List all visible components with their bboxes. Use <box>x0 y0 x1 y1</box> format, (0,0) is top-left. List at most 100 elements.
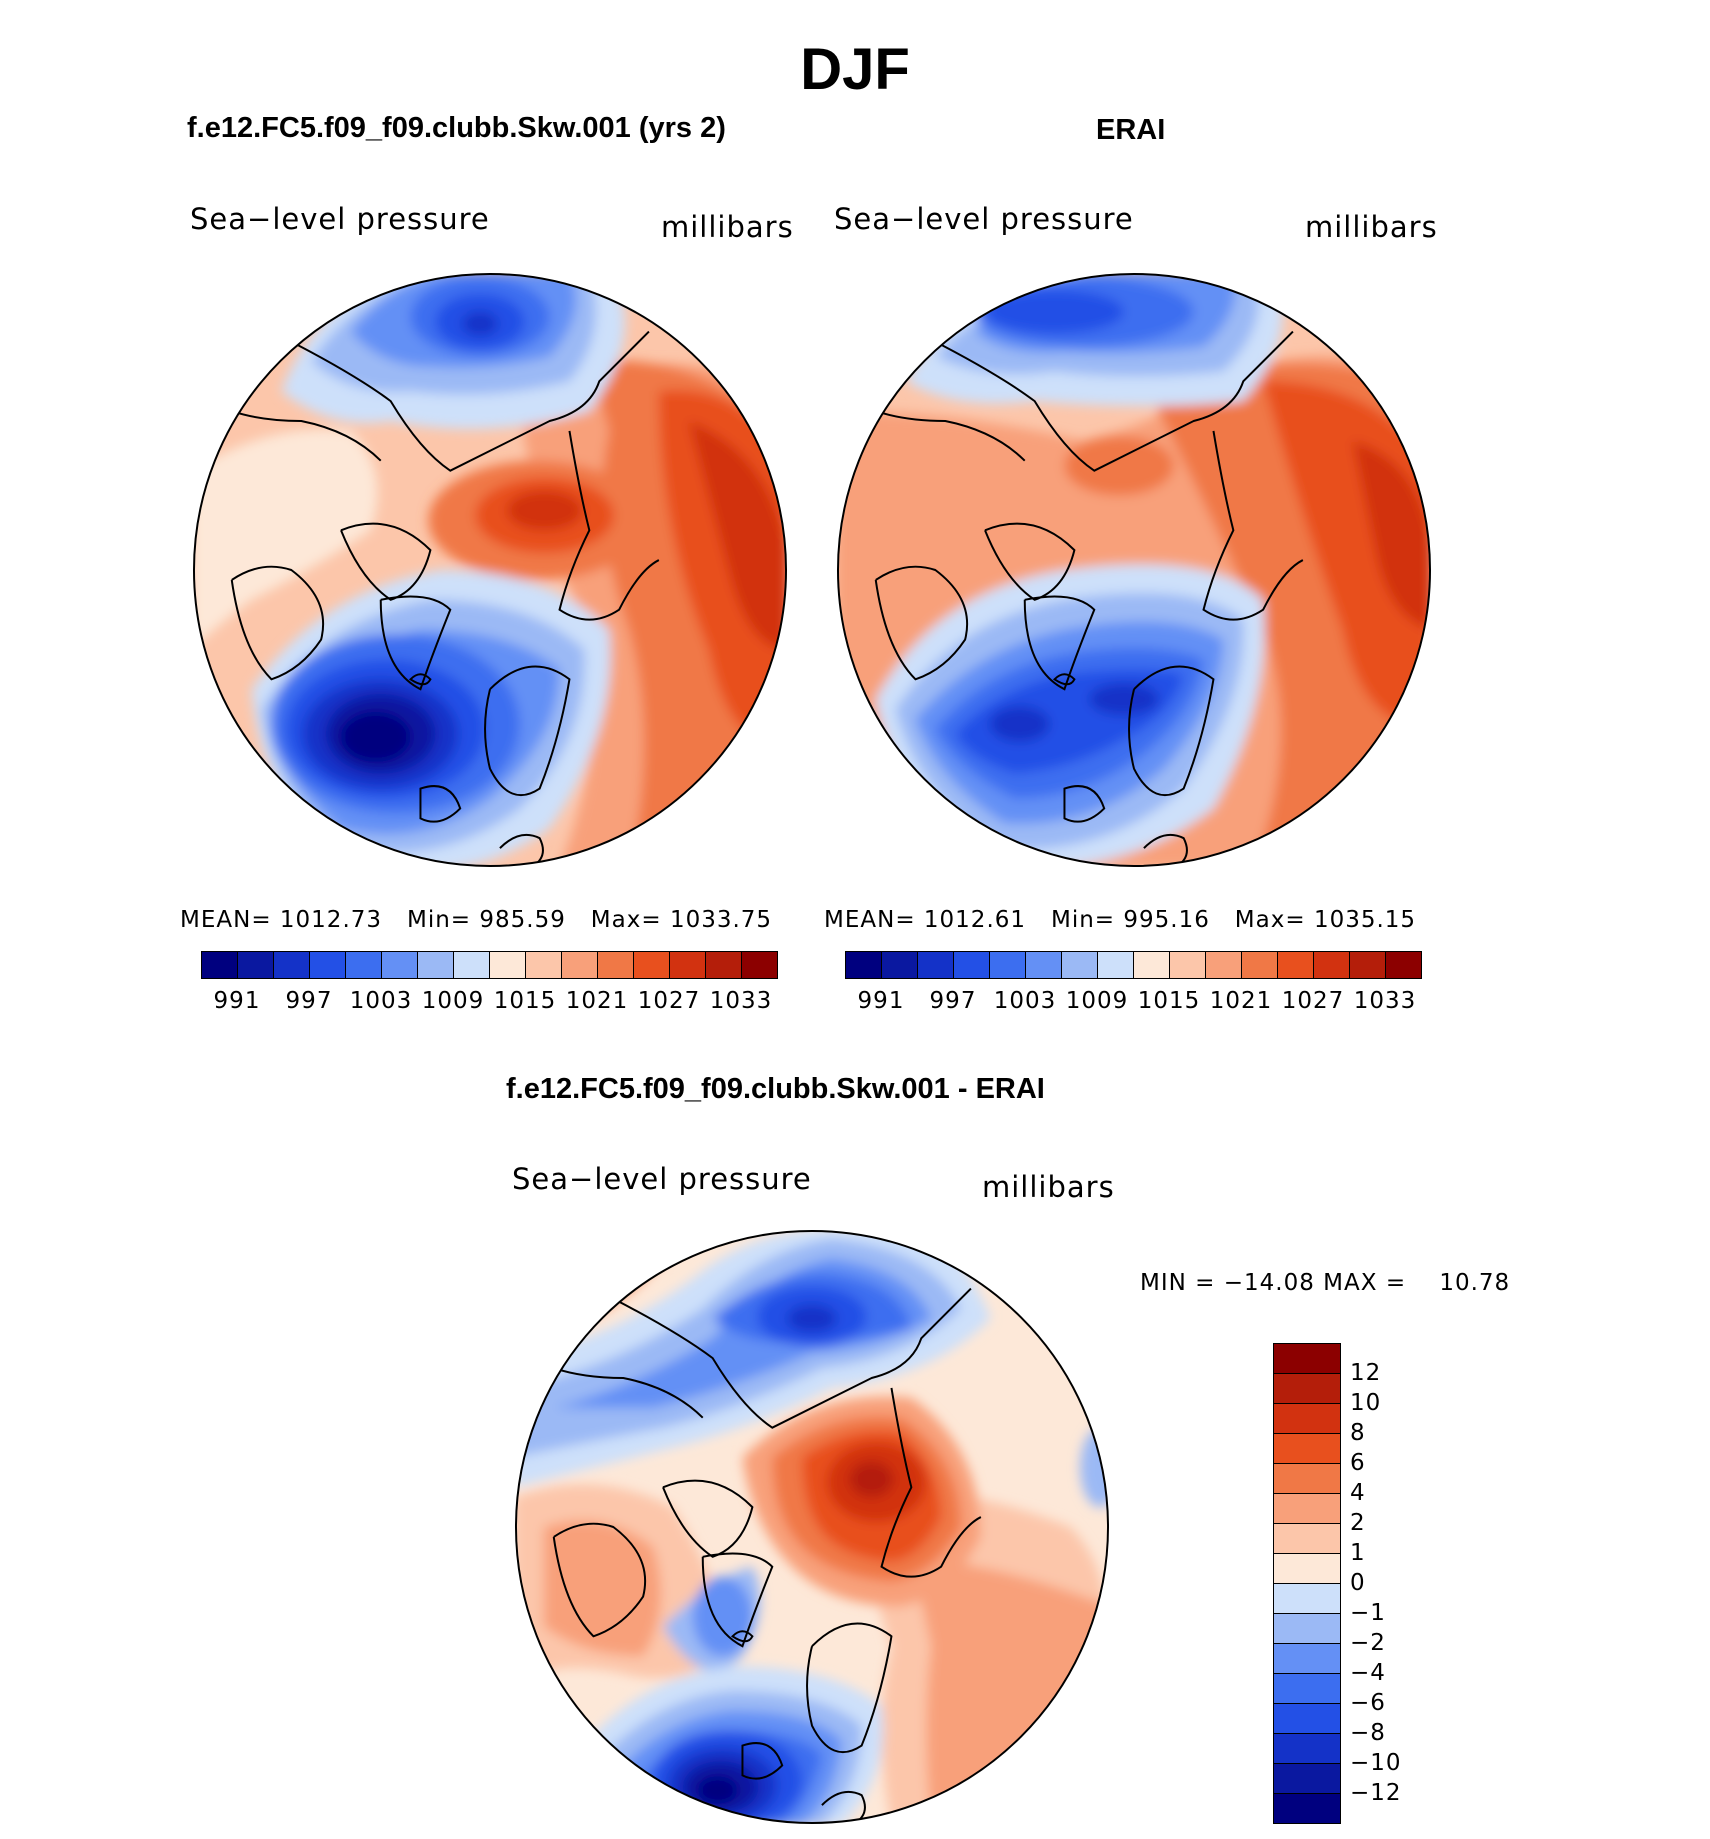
colorbar-tick-label: 997 <box>929 988 977 1014</box>
colorbar-tick-label: −6 <box>1350 1690 1386 1716</box>
colorbar-swatch <box>1273 1403 1341 1434</box>
panel-2-mean: 1012.61 <box>923 907 1027 933</box>
colorbar-swatch <box>669 951 706 979</box>
colorbar-swatch <box>597 951 634 979</box>
colorbar-tick-label: 4 <box>1350 1480 1366 1506</box>
colorbar-tick-label: −12 <box>1350 1780 1402 1806</box>
colorbar-tick-label: −8 <box>1350 1720 1386 1746</box>
colorbar-swatch <box>1205 951 1242 979</box>
colorbar-swatch <box>1273 1643 1341 1674</box>
colorbar-tick-label: 1009 <box>1065 988 1129 1014</box>
panel-3-units: millibars <box>982 1170 1115 1204</box>
colorbar-swatch <box>489 951 526 979</box>
panel-2-mean-label: MEAN= <box>824 907 916 933</box>
panel-1-stats: MEAN= 1012.73 Min= 985.59 Max= 1033.75 <box>180 907 772 933</box>
colorbar-swatch <box>1273 1343 1341 1374</box>
panel-1-min: 985.59 <box>479 907 566 933</box>
colorbar-swatch <box>561 951 598 979</box>
panel-1-colorbar <box>201 951 778 979</box>
colorbar-swatch <box>1273 1793 1341 1824</box>
colorbar-swatch <box>1273 1493 1341 1524</box>
colorbar-tick-label: 1027 <box>1281 988 1345 1014</box>
colorbar-swatch <box>1025 951 1062 979</box>
panel-3-title: f.e12.FC5.f09_f09.clubb.Skw.001 - ERAI <box>506 1073 1045 1105</box>
colorbar-swatch <box>1097 951 1134 979</box>
colorbar-tick-label: 1003 <box>993 988 1057 1014</box>
panel-3-map <box>514 1229 1110 1825</box>
colorbar-tick-label: 1 <box>1350 1540 1366 1566</box>
colorbar-tick-label: 991 <box>213 988 261 1014</box>
colorbar-swatch <box>201 951 238 979</box>
colorbar-swatch <box>1273 1373 1341 1404</box>
panel-1-units: millibars <box>661 210 794 244</box>
colorbar-swatch <box>1273 1463 1341 1494</box>
colorbar-swatch <box>1385 951 1422 979</box>
panel-1-max-label: Max= <box>590 907 662 933</box>
panel-2-stats: MEAN= 1012.61 Min= 995.16 Max= 1035.15 <box>824 907 1416 933</box>
panel-2-max: 1035.15 <box>1313 907 1417 933</box>
colorbar-swatch <box>845 951 882 979</box>
colorbar-swatch <box>633 951 670 979</box>
colorbar-tick-label: 991 <box>857 988 905 1014</box>
panel-1-colorbar-ticks: 991 997 1003 1009 1015 1021 1027 1033 <box>201 988 777 1018</box>
panel-2-variable: Sea−level pressure <box>834 202 1134 236</box>
colorbar-swatch <box>917 951 954 979</box>
panel-2-units: millibars <box>1305 210 1438 244</box>
colorbar-swatch <box>1273 1673 1341 1704</box>
colorbar-tick-label: 10 <box>1350 1390 1382 1416</box>
colorbar-swatch <box>273 951 310 979</box>
colorbar-tick-label: 0 <box>1350 1570 1366 1596</box>
panel-3-colorbar-ticks: 12 10 8 6 4 2 1 0 −1 −2 −4 −6 −8 −10 −12 <box>1350 1343 1430 1823</box>
colorbar-swatch <box>1273 1613 1341 1644</box>
colorbar-tick-label: 1033 <box>1353 988 1417 1014</box>
colorbar-swatch <box>1061 951 1098 979</box>
panel-2-max-label: Max= <box>1234 907 1306 933</box>
panel-1-title: f.e12.FC5.f09_f09.clubb.Skw.001 (yrs 2) <box>187 112 726 144</box>
panel-3-colorbar <box>1273 1343 1341 1824</box>
colorbar-swatch <box>1273 1763 1341 1794</box>
colorbar-tick-label: −4 <box>1350 1660 1386 1686</box>
colorbar-swatch <box>705 951 742 979</box>
colorbar-swatch <box>881 951 918 979</box>
panel-2-colorbar <box>845 951 1422 979</box>
colorbar-tick-label: 997 <box>285 988 333 1014</box>
panel-1-mean: 1012.73 <box>279 907 383 933</box>
figure-title: DJF <box>800 37 910 102</box>
colorbar-swatch <box>1133 951 1170 979</box>
colorbar-tick-label: 1009 <box>421 988 485 1014</box>
colorbar-swatch <box>417 951 454 979</box>
colorbar-swatch <box>525 951 562 979</box>
colorbar-swatch <box>1313 951 1350 979</box>
colorbar-swatch <box>1273 1433 1341 1464</box>
colorbar-swatch <box>1273 1733 1341 1764</box>
colorbar-tick-label: 1003 <box>349 988 413 1014</box>
panel-1-mean-label: MEAN= <box>180 907 272 933</box>
panel-1-max: 1033.75 <box>669 907 773 933</box>
panel-2-map <box>836 272 1432 868</box>
colorbar-swatch <box>345 951 382 979</box>
panel-2-title: ERAI <box>1096 114 1166 146</box>
colorbar-swatch <box>381 951 418 979</box>
panel-3-min-label: MIN = <box>1140 1270 1216 1296</box>
colorbar-swatch <box>1349 951 1386 979</box>
colorbar-swatch <box>989 951 1026 979</box>
panel-3-min: −14.08 <box>1223 1270 1315 1296</box>
colorbar-swatch <box>1273 1553 1341 1584</box>
colorbar-swatch <box>1273 1523 1341 1554</box>
colorbar-swatch <box>953 951 990 979</box>
panel-1-map <box>192 272 788 868</box>
colorbar-swatch <box>453 951 490 979</box>
colorbar-tick-label: 1021 <box>565 988 629 1014</box>
colorbar-swatch <box>1277 951 1314 979</box>
colorbar-tick-label: −2 <box>1350 1630 1386 1656</box>
colorbar-tick-label: −10 <box>1350 1750 1402 1776</box>
panel-1-variable: Sea−level pressure <box>190 202 490 236</box>
panel-2-min: 995.16 <box>1123 907 1210 933</box>
colorbar-tick-label: 1015 <box>1137 988 1201 1014</box>
colorbar-tick-label: 1021 <box>1209 988 1273 1014</box>
colorbar-swatch <box>309 951 346 979</box>
colorbar-swatch <box>1241 951 1278 979</box>
panel-1-min-label: Min= <box>406 907 472 933</box>
colorbar-swatch <box>741 951 778 979</box>
panel-2-colorbar-ticks: 991 997 1003 1009 1015 1021 1027 1033 <box>845 988 1421 1018</box>
